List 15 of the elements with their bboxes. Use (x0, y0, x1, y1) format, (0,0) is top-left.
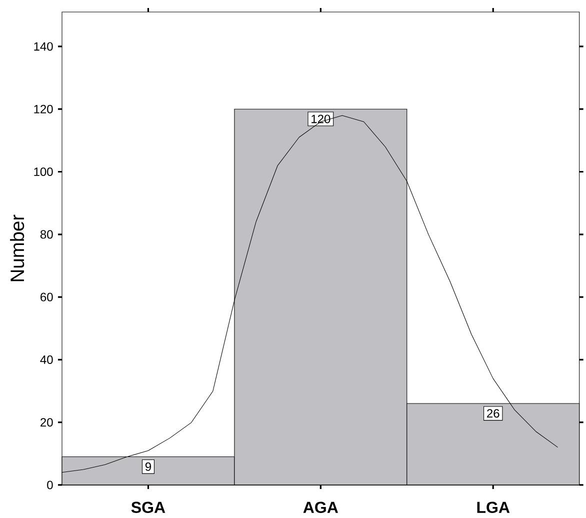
y-tick-label: 0 (47, 480, 53, 490)
y-tick-label: 120 (34, 104, 53, 114)
data-label: 9 (145, 462, 151, 471)
x-tick-label: SGA (131, 502, 166, 514)
y-tick-label: 100 (34, 167, 53, 176)
y-tick-label: 140 (34, 42, 53, 51)
y-axis-title: Number (10, 214, 24, 282)
x-tick-label: LGA (477, 502, 510, 514)
data-label: 26 (487, 409, 500, 418)
y-tick-label: 80 (40, 230, 53, 239)
y-tick-label: 40 (40, 355, 53, 364)
y-tick-label: 20 (40, 418, 53, 427)
data-label: 120 (312, 114, 330, 124)
x-tick-label: AGA (303, 502, 338, 514)
y-tick-label: 60 (40, 292, 53, 302)
